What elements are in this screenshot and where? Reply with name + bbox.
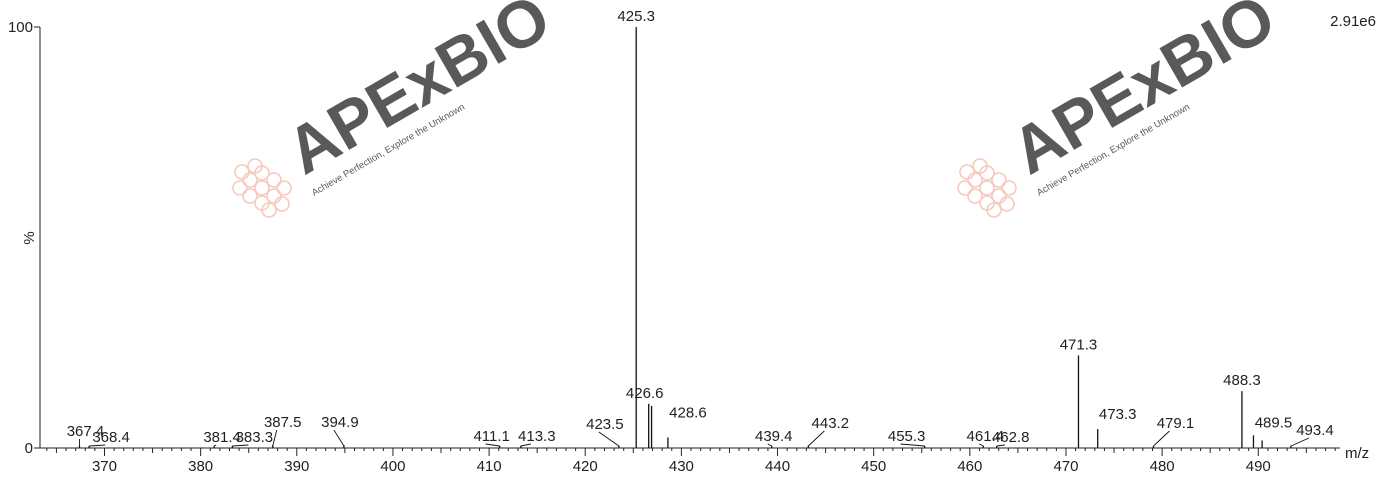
cell-cluster-icon [958,159,1016,217]
peak-label: 489.5 [1255,414,1293,431]
y-tick-label: 0 [25,440,33,457]
peak-label: 426.6 [626,385,664,402]
peak-label-connector [599,432,619,446]
y-axis-label: % [21,231,38,244]
peak-label: 423.5 [586,416,624,433]
x-tick-label: 450 [861,458,886,474]
cell-circle [233,181,247,195]
x-tick-label: 440 [765,458,790,474]
x-tick-label: 460 [957,458,982,474]
peak-label-connector [1291,438,1309,446]
peak-label: 394.9 [321,414,359,431]
peak-label: 387.5 [264,414,302,431]
x-tick-label: 420 [573,458,598,474]
peak-label: 479.1 [1157,415,1195,432]
peak-label-connector [1153,431,1169,446]
peak-label: 471.3 [1060,336,1098,353]
cell-circle [958,181,972,195]
peak-label: 493.4 [1296,422,1334,439]
peak-label: 411.1 [473,428,509,445]
peak-label: 368.4 [92,429,130,446]
x-tick-label: 400 [380,458,405,474]
x-tick-label: 370 [92,458,117,474]
x-tick-label: 380 [188,458,213,474]
peak-label: 488.3 [1223,372,1261,389]
x-tick-label: 470 [1053,458,1078,474]
peak-label: 413.3 [518,428,556,445]
x-tick-label: 480 [1150,458,1175,474]
watermark-brand-text: APExBIO [999,0,1287,188]
cell-circle [1002,181,1016,195]
cell-circle [275,197,289,211]
peak-label: 462.8 [992,429,1030,446]
cell-circle [1000,197,1014,211]
x-tick-label: 390 [284,458,309,474]
cell-circle [235,165,249,179]
watermark-brand-text: APExBIO [274,0,562,188]
peak-label-connector [273,430,277,446]
peak-label: 425.3 [617,8,655,25]
peak-label: 383.3 [236,429,274,446]
peak-label: 473.3 [1099,406,1137,423]
x-tick-label: 490 [1246,458,1271,474]
x-tick-label: 430 [669,458,694,474]
y-tick-label: 100 [8,19,33,36]
peak-label: 428.6 [669,404,707,421]
peak-label: 443.2 [812,415,850,432]
cell-cluster-icon [233,159,291,217]
peak-label: 455.3 [888,428,926,445]
peak-label-connector [808,431,824,446]
x-tick-label: 410 [477,458,502,474]
base-peak-intensity-label: 2.91e6 [1330,13,1376,30]
cell-circle [277,181,291,195]
x-axis-label: m/z [1345,445,1369,462]
peak-label: 439.4 [755,428,793,445]
peak-label-connector [334,430,344,446]
cell-circle [960,165,974,179]
